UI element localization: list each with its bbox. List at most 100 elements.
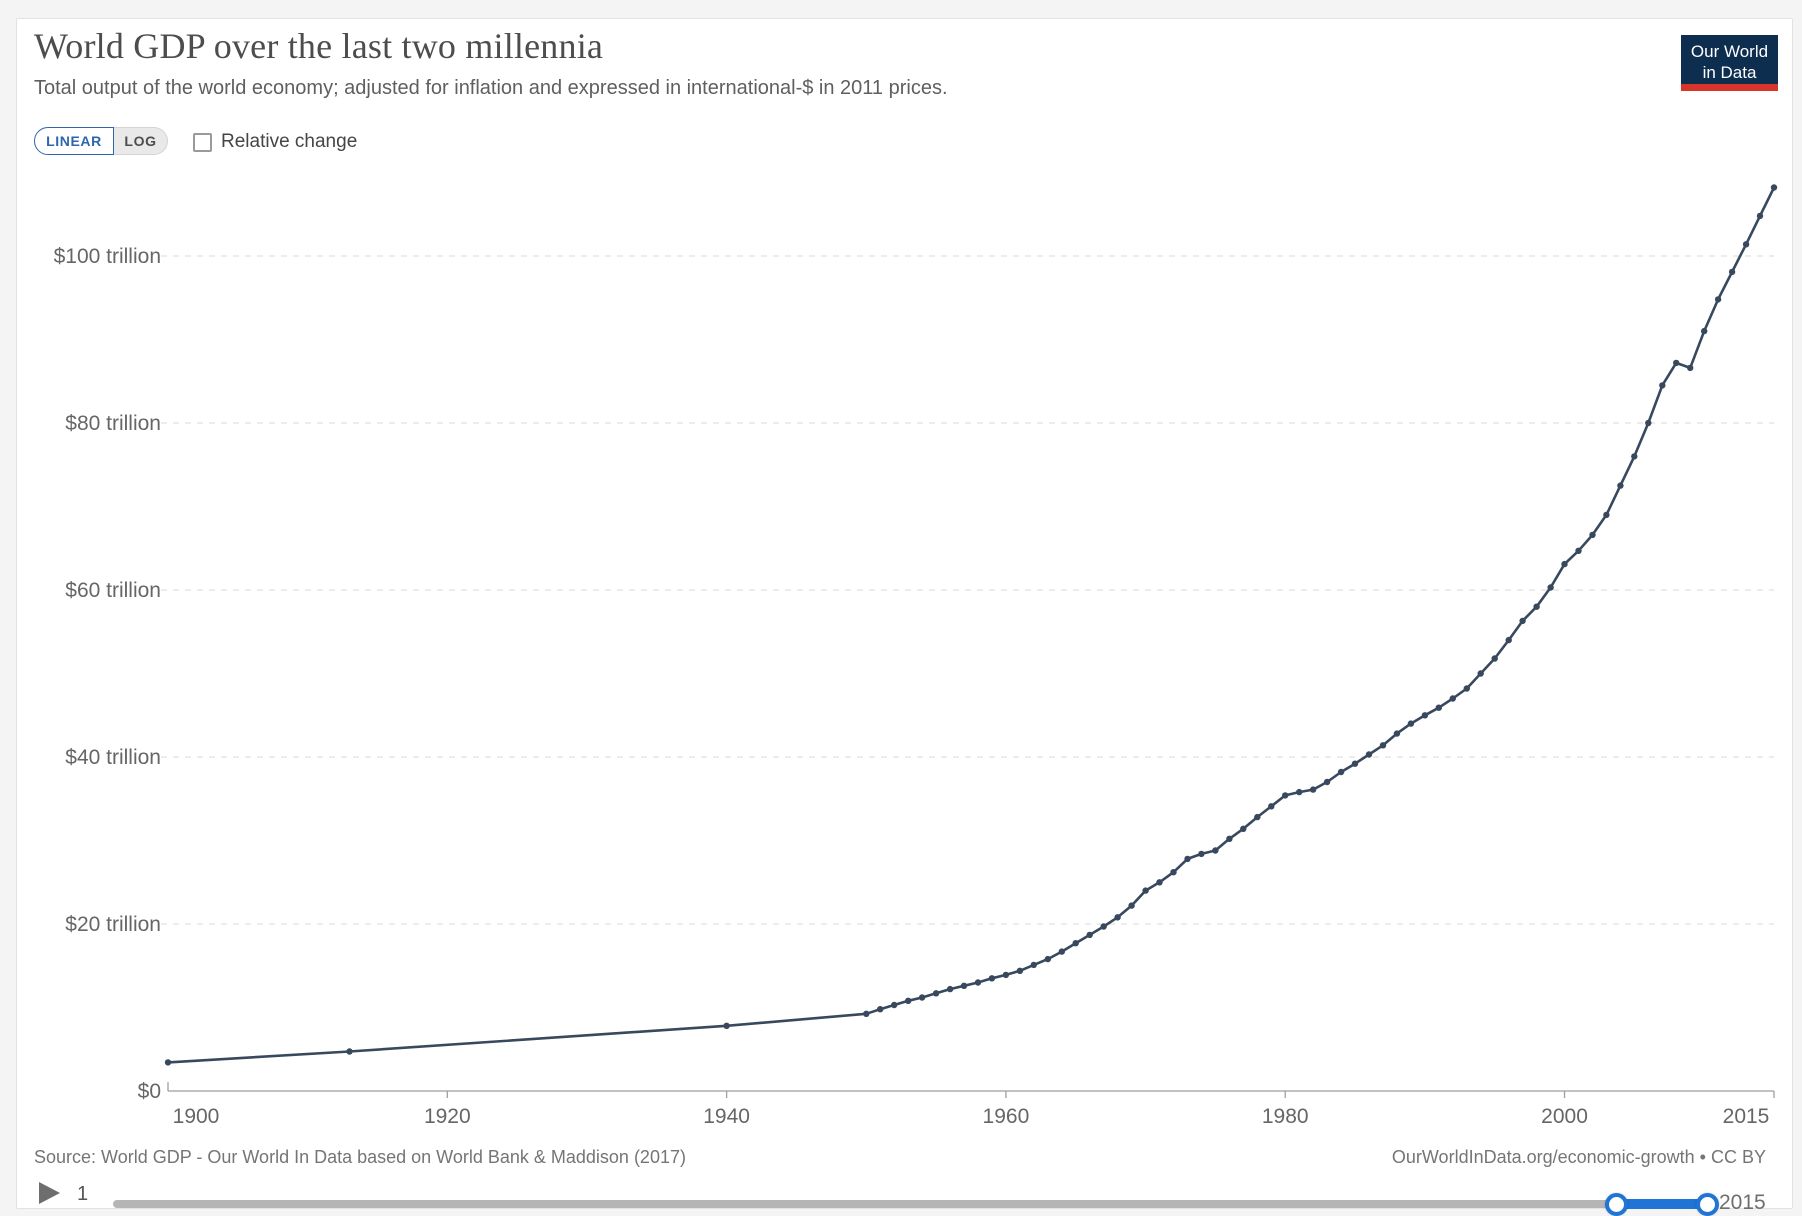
data-point[interactable] [918, 994, 926, 1001]
data-point[interactable] [1142, 887, 1149, 894]
gdp-line-chart[interactable]: $0 $20 trillion $40 trillion $60 trillion $8… [17, 19, 1792, 1208]
data-point[interactable] [1547, 584, 1554, 591]
data-point[interactable] [1254, 813, 1261, 821]
data-point[interactable] [1184, 855, 1191, 863]
data-point[interactable] [1016, 967, 1024, 974]
page-subtitle: Total output of the world economy; adjus… [34, 77, 948, 99]
data-point[interactable] [1365, 751, 1373, 758]
data-point[interactable] [1519, 617, 1526, 625]
relative-change-label: Relative change [221, 131, 358, 152]
data-point[interactable] [1477, 670, 1484, 677]
owid-logo-line1: Our World [1690, 42, 1769, 61]
data-point[interactable] [1645, 419, 1652, 427]
data-point[interactable] [1589, 531, 1596, 539]
data-point[interactable] [1323, 778, 1331, 786]
data-point[interactable] [1687, 364, 1694, 372]
linear-scale-button[interactable]: LINEAR [34, 127, 114, 155]
data-point[interactable] [1044, 955, 1052, 963]
x-axis-tick-label: 1940 [703, 1105, 750, 1128]
timeline-start-handle[interactable] [1604, 1193, 1628, 1216]
scale-toggle: LINEAR LOG [34, 127, 168, 155]
data-point[interactable] [1714, 296, 1722, 303]
timeline-selected-range[interactable] [1615, 1199, 1707, 1209]
y-axis-tick-label: $80 trillion [65, 412, 161, 435]
data-point[interactable] [1756, 212, 1764, 220]
data-point[interactable] [905, 997, 912, 1004]
data-point[interactable] [1309, 786, 1317, 793]
owid-logo-link[interactable]: Our World in Data [1681, 35, 1778, 91]
data-point[interactable] [723, 1022, 730, 1029]
x-axis-tick-label: 1900 [173, 1105, 220, 1128]
source-note: Source: World GDP - Our World In Data ba… [34, 1147, 686, 1167]
data-point[interactable] [1002, 971, 1010, 979]
data-point[interactable] [1351, 760, 1359, 767]
data-point[interactable] [1407, 720, 1415, 727]
data-point[interactable] [1072, 940, 1079, 947]
data-point[interactable] [988, 975, 996, 982]
data-point[interactable] [932, 990, 940, 997]
timeline-end-label: 2015 [1719, 1191, 1766, 1214]
data-point[interactable] [1770, 184, 1778, 191]
data-point[interactable] [863, 1010, 870, 1017]
data-point[interactable] [1505, 636, 1512, 644]
data-point[interactable] [1393, 730, 1401, 737]
data-point[interactable] [1575, 547, 1582, 554]
data-point[interactable] [1296, 788, 1303, 796]
data-point[interactable] [960, 982, 968, 989]
y-axis-tick-label: $100 trillion [54, 245, 161, 268]
timeline-track[interactable] [113, 1193, 1719, 1216]
data-point[interactable] [946, 985, 954, 993]
data-point[interactable] [974, 979, 982, 986]
data-point[interactable] [1617, 482, 1624, 489]
data-point[interactable] [1463, 685, 1471, 692]
data-point[interactable] [1268, 803, 1275, 810]
timeline-end-handle[interactable] [1696, 1193, 1719, 1216]
data-point[interactable] [891, 1001, 898, 1009]
data-point[interactable] [1170, 869, 1177, 876]
data-point[interactable] [1379, 742, 1387, 749]
y-axis-tick-label: $20 trillion [65, 913, 161, 936]
data-point[interactable] [1491, 655, 1498, 662]
data-point[interactable] [1114, 914, 1121, 921]
data-point[interactable] [1058, 948, 1066, 955]
data-point[interactable] [1701, 327, 1708, 335]
data-point[interactable] [1421, 712, 1429, 719]
data-point[interactable] [1212, 847, 1219, 854]
data-point[interactable] [1198, 850, 1205, 858]
data-point[interactable] [1435, 704, 1443, 711]
data-point[interactable] [1337, 768, 1345, 776]
data-point[interactable] [164, 1059, 172, 1066]
data-point[interactable] [1603, 511, 1610, 519]
data-point[interactable] [1226, 835, 1233, 842]
data-point[interactable] [1631, 453, 1638, 460]
data-point[interactable] [1561, 560, 1568, 568]
data-point[interactable] [1240, 825, 1247, 832]
data-point[interactable] [1728, 268, 1736, 276]
data-point[interactable] [877, 1006, 884, 1013]
owid-logo-red-bar [1681, 84, 1778, 91]
page-title: World GDP over the last two millennia [34, 26, 604, 66]
data-point[interactable] [1673, 359, 1680, 367]
relative-change-toggle[interactable]: Relative change [193, 131, 357, 153]
data-point[interactable] [1156, 879, 1163, 886]
x-axis-tick-label: 2015 [1723, 1105, 1770, 1128]
chart-card: World GDP over the last two millennia To… [16, 18, 1793, 1216]
attribution-note: OurWorldInData.org/economic-growth • CC … [1391, 1147, 1766, 1167]
timeline-start-label: 1 [77, 1183, 89, 1205]
data-point[interactable] [1128, 902, 1135, 909]
owid-logo-line2: in Data [1702, 62, 1757, 82]
play-button[interactable] [39, 1182, 60, 1204]
gdp-line [166, 186, 1776, 1064]
data-point[interactable] [1449, 695, 1457, 702]
data-point[interactable] [1086, 931, 1093, 939]
data-point[interactable] [1742, 241, 1750, 248]
data-point[interactable] [346, 1048, 353, 1055]
data-point[interactable] [1100, 923, 1107, 930]
data-point[interactable] [1282, 792, 1289, 799]
data-point[interactable] [1030, 961, 1037, 969]
data-point[interactable] [1533, 603, 1540, 610]
relative-change-checkbox[interactable] [193, 132, 212, 152]
log-scale-button[interactable]: LOG [114, 127, 168, 155]
data-point[interactable] [1659, 382, 1666, 389]
